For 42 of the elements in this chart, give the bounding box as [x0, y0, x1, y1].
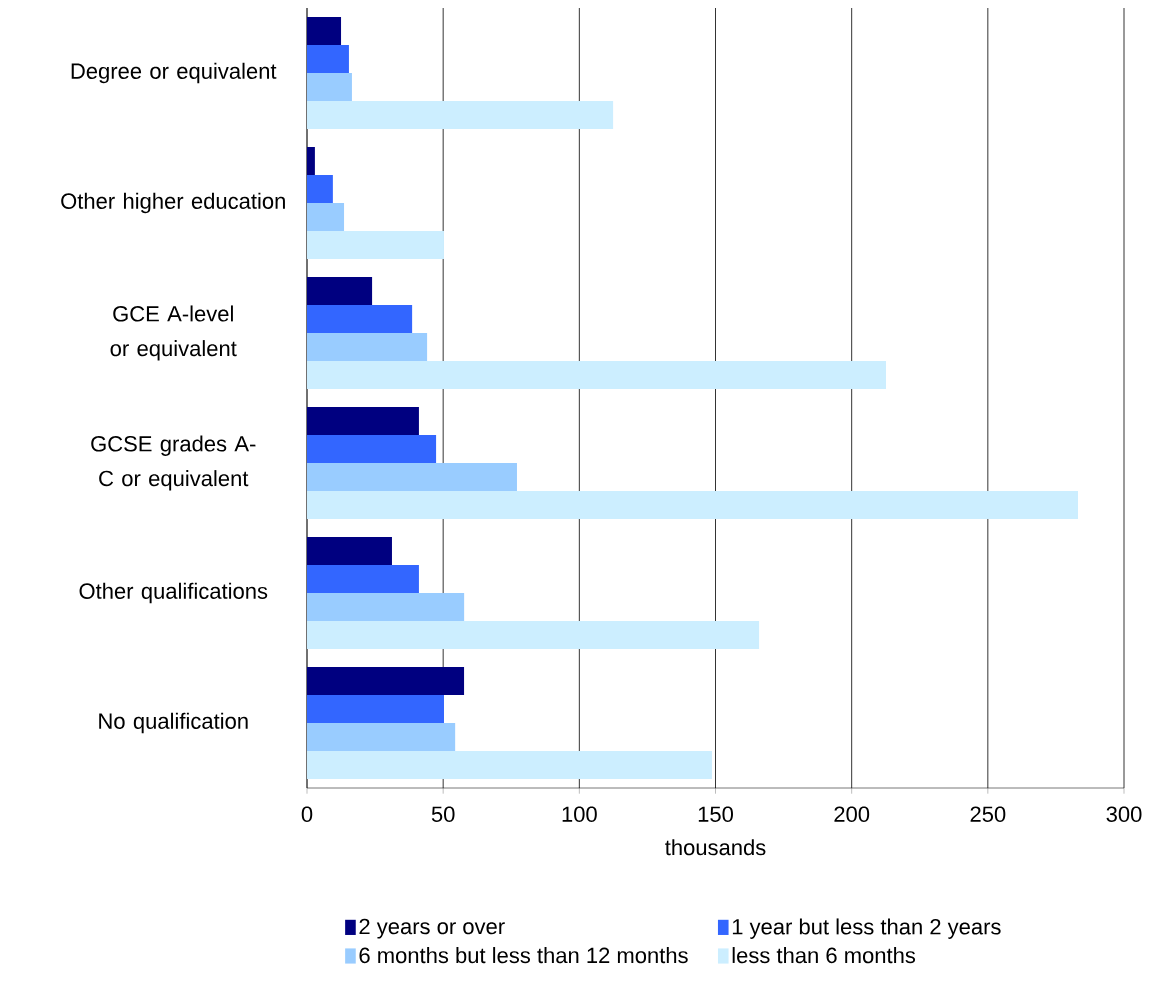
bar [307, 491, 1078, 520]
bar [307, 361, 886, 390]
bar [307, 723, 456, 752]
bar [307, 17, 342, 46]
bar [307, 101, 614, 130]
legend-label: 1 year but less than 2 years [732, 918, 1001, 939]
bar [307, 565, 419, 594]
bar [307, 305, 413, 334]
x-tick-label: 250 [970, 806, 1006, 822]
bar [307, 203, 345, 232]
bar [307, 407, 419, 436]
legend-label: 6 months but less than 12 months [359, 947, 688, 964]
bar [307, 751, 712, 780]
y-tick-label: Other higher education [61, 192, 285, 214]
x-tick-label: 0 [301, 806, 313, 822]
bar [307, 73, 352, 102]
bar [307, 45, 349, 74]
legend-label: less than 6 months [732, 947, 916, 964]
legend-label: 2 years or over [359, 918, 505, 939]
bar [307, 147, 315, 176]
bar [307, 537, 392, 566]
x-tick-label: 150 [698, 806, 733, 822]
y-tick-label: GCE A-level or equivalent [110, 305, 237, 361]
bar [307, 593, 465, 622]
bar [307, 695, 444, 724]
bar [307, 667, 465, 696]
bar [307, 463, 517, 492]
bar [307, 435, 437, 464]
x-tick-label: 200 [834, 806, 870, 822]
bar [307, 621, 760, 650]
y-tick-label: No qualification [99, 712, 248, 734]
x-tick-label: 300 [1106, 806, 1142, 822]
y-tick-label: Degree or equivalent [71, 62, 277, 84]
x-axis-title: thousands [665, 839, 766, 856]
y-tick-label: Other qualifications [79, 582, 268, 604]
bar [307, 231, 444, 260]
x-tick-label: 50 [431, 806, 455, 822]
x-tick-label: 100 [562, 806, 597, 822]
bar [307, 333, 428, 362]
bar [307, 175, 333, 204]
bar [307, 277, 373, 306]
y-tick-label: GCSE grades A-C or equivalent [91, 435, 256, 491]
